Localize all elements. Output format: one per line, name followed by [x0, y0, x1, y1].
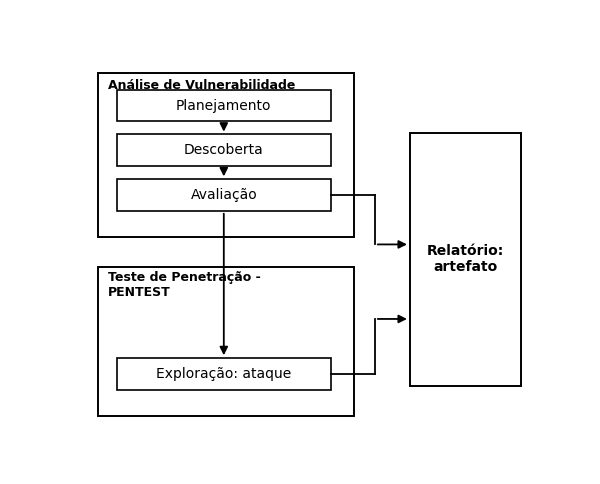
Text: Análise de Vulnerabilidade: Análise de Vulnerabilidade: [107, 78, 295, 91]
FancyBboxPatch shape: [117, 90, 331, 121]
Text: Teste de Penetração -
PENTEST: Teste de Penetração - PENTEST: [107, 271, 260, 299]
FancyBboxPatch shape: [117, 358, 331, 390]
Text: Descoberta: Descoberta: [184, 143, 263, 157]
Text: Avaliação: Avaliação: [190, 188, 257, 202]
FancyBboxPatch shape: [98, 73, 354, 237]
FancyBboxPatch shape: [98, 267, 354, 416]
FancyBboxPatch shape: [410, 133, 521, 386]
Text: Planejamento: Planejamento: [176, 99, 272, 113]
FancyBboxPatch shape: [117, 179, 331, 211]
FancyBboxPatch shape: [117, 135, 331, 166]
Text: Exploração: ataque: Exploração: ataque: [156, 367, 292, 381]
Text: Relatório:
artefato: Relatório: artefato: [427, 244, 504, 274]
